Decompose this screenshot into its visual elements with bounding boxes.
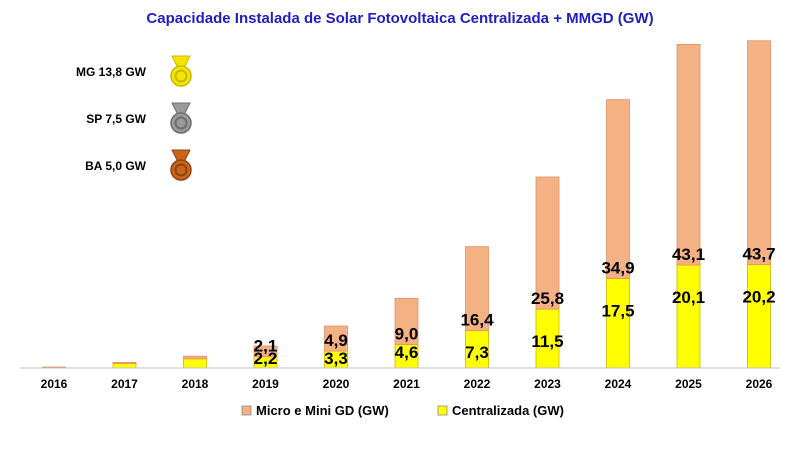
bar-centralizada-2024 bbox=[606, 277, 630, 369]
bar-micro-mini-gd-2018 bbox=[183, 355, 207, 360]
data-label-micro-mini-gd-2019: 2,1 bbox=[254, 337, 278, 356]
legend-label-0: Micro e Mini GD (GW) bbox=[256, 403, 389, 418]
x-tick-label-2017: 2017 bbox=[111, 377, 138, 391]
data-label-centralizada-2021: 4,6 bbox=[395, 343, 419, 362]
bar-micro-mini-gd-2021 bbox=[394, 297, 419, 345]
x-tick-label-2019: 2019 bbox=[252, 377, 279, 391]
data-label-group: 2,22,1 3,34,9 4,69,0 7,3 16,4 11,5 25,8 17,5 34,… bbox=[254, 245, 776, 368]
bar-centralizada-2025 bbox=[676, 264, 701, 369]
bar-micro-mini-gd-2022 bbox=[465, 246, 489, 332]
x-tick-group: 2016 2017 2018 2019 2020 2021 2022 2023 2024 2025… bbox=[41, 377, 773, 391]
data-label-micro-mini-gd-2024: 34,9 bbox=[601, 258, 634, 277]
chart-title: Capacidade Instalada de Solar Fotovoltai… bbox=[146, 10, 653, 27]
x-tick-label-2016: 2016 bbox=[41, 377, 68, 391]
data-label-micro-mini-gd-2020: 4,9 bbox=[324, 331, 348, 350]
legend-label-1: Centralizada (GW) bbox=[452, 403, 564, 418]
data-label-micro-mini-gd-2026: 43,7 bbox=[742, 245, 775, 264]
x-tick-label-2018: 2018 bbox=[182, 377, 209, 391]
medal-group: MG 13,8 GW SP 7,5 GW BA 5,0 GW bbox=[76, 55, 192, 181]
legend-swatch-1 bbox=[437, 405, 448, 416]
x-tick-label-2020: 2020 bbox=[323, 377, 350, 391]
data-label-centralizada-2022: 7,3 bbox=[465, 343, 489, 362]
bar-group bbox=[42, 40, 771, 369]
bar-micro-mini-gd-2016 bbox=[42, 366, 66, 368]
bar-micro-mini-gd-2020 bbox=[324, 325, 348, 352]
x-tick-label-2022: 2022 bbox=[464, 377, 491, 391]
data-label-centralizada-2023: 11,5 bbox=[531, 332, 563, 351]
medal-label-0: MG 13,8 GW bbox=[76, 65, 147, 79]
x-tick-label-2021: 2021 bbox=[393, 377, 420, 391]
bar-micro-mini-gd-2024 bbox=[606, 99, 630, 279]
gold-medal-icon bbox=[170, 55, 192, 87]
x-tick-label-2025: 2025 bbox=[675, 377, 702, 391]
bar-centralizada-2018 bbox=[183, 358, 207, 369]
bar-micro-mini-gd-2019 bbox=[253, 345, 278, 358]
legend-swatch-0 bbox=[241, 405, 252, 416]
data-label-centralizada-2019: 2,2 bbox=[254, 349, 278, 368]
x-tick-label-2024: 2024 bbox=[605, 377, 632, 391]
x-tick-label-2026: 2026 bbox=[746, 377, 773, 391]
data-label-centralizada-2025: 20,1 bbox=[672, 288, 705, 307]
bar-micro-mini-gd-2023 bbox=[535, 176, 560, 310]
data-label-micro-mini-gd-2023: 25,8 bbox=[531, 289, 564, 308]
bar-micro-mini-gd-2026 bbox=[747, 40, 771, 265]
data-label-micro-mini-gd-2022: 16,4 bbox=[460, 311, 494, 330]
data-label-centralizada-2026: 20,2 bbox=[742, 288, 775, 307]
medal-label-1: SP 7,5 GW bbox=[86, 112, 146, 126]
bar-centralizada-2026 bbox=[747, 264, 771, 369]
x-tick-label-2023: 2023 bbox=[534, 377, 561, 391]
legend: Micro e Mini GD (GW) Centralizada (GW) bbox=[241, 403, 564, 418]
bar-centralizada-2017 bbox=[112, 362, 137, 369]
bar-micro-mini-gd-2025 bbox=[676, 43, 701, 266]
silver-medal-icon bbox=[170, 102, 192, 134]
bar-micro-mini-gd-2017 bbox=[112, 361, 137, 364]
data-label-micro-mini-gd-2025: 43,1 bbox=[672, 245, 705, 264]
medal-label-2: BA 5,0 GW bbox=[85, 159, 147, 173]
data-label-micro-mini-gd-2021: 9,0 bbox=[395, 324, 419, 343]
bronze-medal-icon bbox=[170, 149, 192, 181]
data-label-centralizada-2020: 3,3 bbox=[324, 349, 348, 368]
data-label-centralizada-2024: 17,5 bbox=[601, 301, 634, 320]
